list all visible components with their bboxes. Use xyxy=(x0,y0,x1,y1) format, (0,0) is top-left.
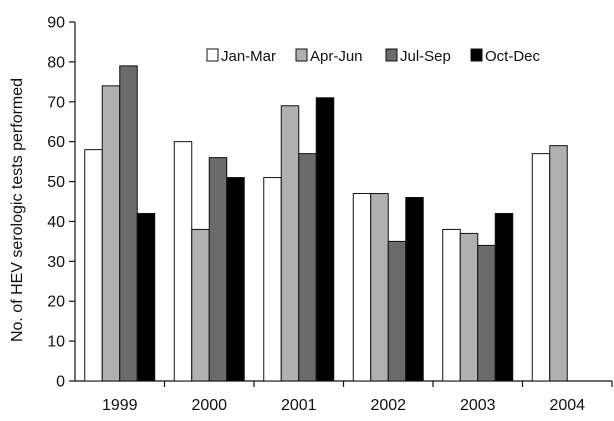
axes: 0 10 20 30 40 50 60 70 80 90 1999 2000 2001 2002 2003 2… xyxy=(47,15,613,414)
bar-1999-jul-sep xyxy=(119,65,138,382)
bar-2001-oct-dec xyxy=(315,97,335,382)
x-tick-label-1999: 1999 xyxy=(102,397,138,414)
bar-1999-oct-dec xyxy=(136,212,156,382)
bar-1999-jan-mar xyxy=(84,149,103,382)
y-tick-label: 50 xyxy=(47,174,65,191)
x-tick-label-2001: 2001 xyxy=(281,397,317,414)
bar-2004-apr-jun xyxy=(549,145,568,382)
bar-2004-jan-mar xyxy=(531,153,551,382)
bar-2000-oct-dec xyxy=(226,177,245,382)
y-tick-label: 30 xyxy=(47,254,65,271)
bar-2000-jul-sep xyxy=(208,157,228,382)
y-tick-label: 0 xyxy=(56,374,65,391)
bar-2003-jan-mar xyxy=(442,228,461,382)
x-tick-label-2004: 2004 xyxy=(549,397,585,414)
x-tick-label-2000: 2000 xyxy=(191,397,227,414)
legend-label-apr-jun: Apr-Jun xyxy=(310,48,363,65)
bar-1999-apr-jun xyxy=(101,85,121,382)
y-tick-label: 20 xyxy=(47,294,65,311)
y-tick-label: 70 xyxy=(47,94,65,111)
bar-2003-oct-dec xyxy=(494,212,514,382)
bar-2003-apr-jun xyxy=(459,232,479,382)
bar-2002-apr-jun xyxy=(370,193,389,382)
y-tick-label: 80 xyxy=(47,54,65,71)
x-tick-label-2002: 2002 xyxy=(370,397,406,414)
legend-swatch-jul-sep xyxy=(385,48,398,62)
y-tick-label: 40 xyxy=(47,214,65,231)
legend-swatch-jan-mar xyxy=(206,48,219,62)
bar-2000-apr-jun xyxy=(191,228,210,382)
bar-2002-oct-dec xyxy=(405,197,424,382)
y-tick-label: 90 xyxy=(47,15,65,32)
bar-2002-jan-mar xyxy=(352,193,372,382)
bar-2000-jan-mar xyxy=(173,141,193,382)
y-tick-label: 60 xyxy=(47,134,65,151)
legend: Jan-Mar Apr-Jun Jul-Sep Oct-Dec xyxy=(206,48,541,65)
legend-label-oct-dec: Oct-Dec xyxy=(485,48,541,65)
bar-2001-apr-jun xyxy=(280,105,300,382)
bars xyxy=(84,65,568,382)
y-axis-title: No. of HEV serologic tests performed xyxy=(9,78,26,342)
bar-2003-jul-sep xyxy=(477,244,496,382)
legend-swatch-apr-jun xyxy=(295,48,308,62)
legend-swatch-oct-dec xyxy=(470,48,483,62)
bar-2001-jan-mar xyxy=(263,177,282,382)
bar-2002-jul-sep xyxy=(387,240,407,382)
y-tick-label: 10 xyxy=(47,334,65,351)
legend-label-jan-mar: Jan-Mar xyxy=(221,48,276,65)
legend-label-jul-sep: Jul-Sep xyxy=(400,48,451,65)
x-tick-label-2003: 2003 xyxy=(460,397,496,414)
bar-2001-jul-sep xyxy=(298,153,317,382)
